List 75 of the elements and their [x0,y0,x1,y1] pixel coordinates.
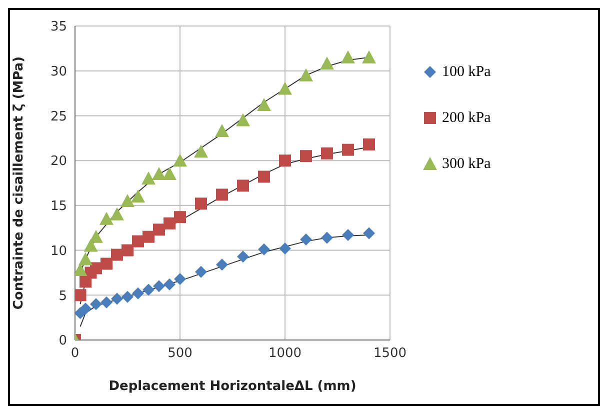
point [341,50,355,64]
point [80,302,92,315]
point [153,224,165,236]
point [89,230,103,243]
point [237,180,249,192]
point [75,263,88,276]
y-tick-label: 10 [50,244,67,259]
legend-label: 300 kPa [442,156,491,172]
point [300,150,312,162]
y-tick-label: 25 [50,109,67,124]
x-tick-label: 0 [70,346,80,362]
point [342,144,354,156]
point [216,258,228,271]
point [321,232,333,244]
point [78,252,92,266]
point [342,229,354,242]
point [363,227,375,240]
point [174,211,186,224]
point [75,289,86,302]
point [90,298,102,310]
y-tick-label: 0 [58,334,67,349]
point [320,56,334,70]
point [122,244,134,256]
point [258,170,270,183]
point [195,198,207,210]
point [164,217,176,230]
point [132,287,144,300]
point [100,212,114,225]
point [153,280,165,292]
point [278,82,292,95]
point [194,144,208,158]
point [142,172,156,185]
point [110,207,124,220]
point [279,154,291,167]
point [100,296,112,308]
legend-label: 100 kPa [442,64,491,80]
point [236,113,250,126]
point [122,290,134,303]
point [258,243,270,256]
point [84,238,98,252]
y-tick-label: 15 [50,199,67,214]
x-axis-title: Deplacement HorizontaleΔL (mm) [108,379,356,394]
x-tick-label: 1000 [268,346,302,362]
point [100,258,112,270]
point [120,194,134,207]
y-tick-label: 20 [50,154,67,170]
point [321,147,333,160]
point [257,98,271,111]
point [279,242,291,254]
point [132,235,144,248]
point [152,167,166,180]
point [111,292,123,305]
legend-label: 200 kPa [442,110,491,126]
point [111,248,123,261]
point [164,278,176,290]
point [216,188,228,201]
point [195,266,207,278]
x-tick-label: 500 [168,346,192,362]
point [162,167,176,180]
y-tick-label: 30 [50,64,67,80]
point [362,50,376,64]
point [215,124,229,137]
point [363,138,375,150]
point [131,189,145,202]
x-tick-label: 1500 [373,346,407,362]
y-tick-label: 5 [58,288,67,304]
point [142,284,154,296]
point [142,230,154,243]
point [174,272,186,285]
point [299,68,313,82]
point [173,154,187,167]
point [300,234,312,246]
y-axis-title: Contrainte de cisaillement ζ (MPa) [12,56,27,310]
point [237,250,249,263]
y-tick-label: 35 [50,20,67,35]
